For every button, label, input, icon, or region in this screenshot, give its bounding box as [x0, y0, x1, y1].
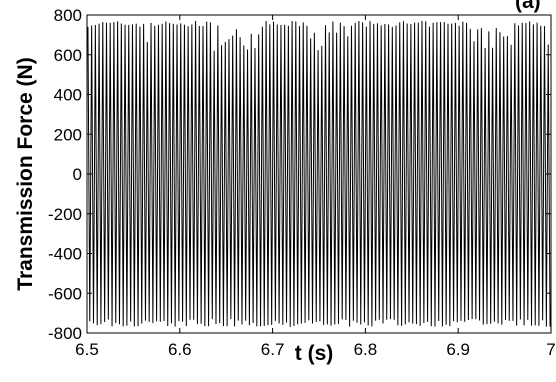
x-axis: 6.5 6.6 6.7 6.8 6.9 7	[75, 15, 556, 359]
x-tick-label: 6.6	[168, 340, 192, 359]
x-tick-label: 7	[546, 340, 555, 359]
series-line	[87, 20, 551, 327]
y-tick-label: 600	[54, 46, 82, 65]
y-axis: 800 600 400 200 0 -200 -400 -600 -800	[48, 6, 551, 343]
x-tick-label: 6.9	[446, 340, 470, 359]
y-tick-label: 800	[54, 6, 82, 25]
y-tick-label: -400	[48, 245, 82, 264]
panel-label: (a)	[515, 0, 541, 13]
y-tick-label: 400	[54, 86, 82, 105]
y-tick-label: -800	[48, 324, 82, 343]
y-tick-label: 0	[73, 165, 82, 184]
y-tick-label: -200	[48, 205, 82, 224]
y-axis-title: Transmission Force (N)	[14, 57, 37, 290]
x-tick-label: 6.7	[261, 340, 285, 359]
x-axis-title: t (s)	[295, 342, 334, 365]
force-signal-group	[87, 20, 551, 327]
y-tick-label: -600	[48, 284, 82, 303]
x-tick-label: 6.5	[75, 340, 99, 359]
x-tick-label: 6.8	[354, 340, 378, 359]
y-tick-label: 200	[54, 125, 82, 144]
